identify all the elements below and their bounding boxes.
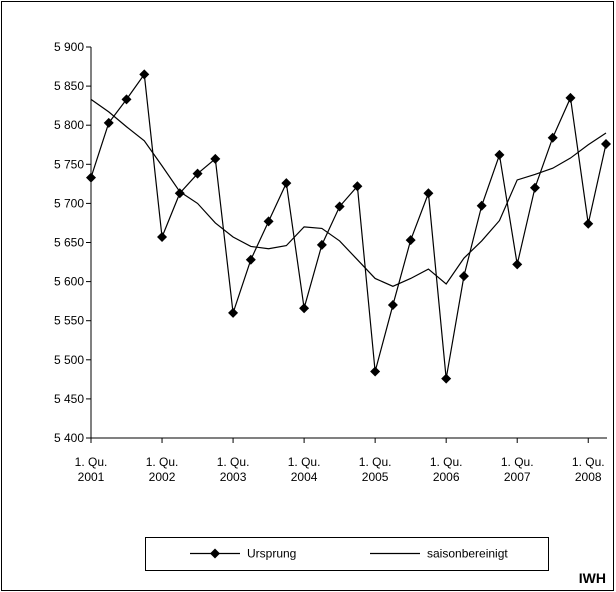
- y-tick-label: 5 450: [54, 392, 84, 406]
- point-marker: [316, 239, 327, 250]
- y-tick-label: 5 550: [54, 314, 84, 328]
- point-marker: [529, 182, 540, 193]
- x-tick-label: 1. Qu. 2003: [217, 455, 250, 484]
- point-marker: [494, 149, 505, 160]
- point-marker: [512, 259, 523, 270]
- point-marker: [245, 254, 256, 265]
- x-tick-label: 1. Qu. 2004: [288, 455, 321, 484]
- point-marker: [139, 69, 150, 80]
- point-marker: [210, 153, 221, 164]
- point-marker: [423, 188, 434, 199]
- x-tick-label: 1. Qu. 2002: [146, 455, 179, 484]
- y-tick-label: 5 400: [54, 431, 84, 445]
- point-marker: [547, 132, 558, 143]
- point-marker: [157, 232, 168, 243]
- point-marker: [405, 235, 416, 246]
- point-marker: [334, 201, 345, 212]
- point-marker: [601, 138, 611, 149]
- point-marker: [121, 94, 132, 105]
- source-label: IWH: [579, 570, 606, 586]
- y-tick-label: 5 750: [54, 157, 84, 171]
- point-marker: [441, 373, 452, 384]
- point-marker: [174, 188, 185, 199]
- point-marker: [263, 216, 274, 227]
- point-marker: [192, 168, 203, 179]
- point-marker: [281, 178, 292, 189]
- point-marker: [228, 307, 239, 318]
- x-tick-label: 1. Qu. 2001: [75, 455, 108, 484]
- x-tick-label: 1. Qu. 2007: [501, 455, 534, 484]
- legend-marker: [210, 548, 220, 559]
- x-tick-label: 1. Qu. 2006: [430, 455, 463, 484]
- point-marker: [476, 200, 487, 211]
- point-marker: [565, 92, 576, 103]
- legend-label: Ursprung: [247, 547, 296, 561]
- point-marker: [387, 300, 398, 311]
- y-tick-label: 5 700: [54, 196, 84, 210]
- y-tick-label: 5 600: [54, 275, 84, 289]
- point-marker: [458, 271, 469, 282]
- x-tick-label: 1. Qu. 2008: [572, 455, 605, 484]
- y-tick-label: 5 500: [54, 353, 84, 367]
- point-marker: [370, 366, 381, 377]
- series-line: [90, 98, 607, 287]
- legend-label: saisonbereinigt: [427, 547, 508, 561]
- y-tick-label: 5 850: [54, 79, 84, 93]
- series-line: [90, 72, 607, 379]
- point-marker: [352, 181, 363, 192]
- x-tick-label: 1. Qu. 2005: [359, 455, 392, 484]
- y-tick-label: 5 650: [54, 236, 84, 250]
- point-marker: [86, 172, 96, 183]
- point-marker: [103, 117, 114, 128]
- y-tick-label: 5 900: [54, 40, 84, 54]
- point-marker: [583, 218, 594, 229]
- y-tick-label: 5 800: [54, 118, 84, 132]
- point-marker: [299, 303, 310, 314]
